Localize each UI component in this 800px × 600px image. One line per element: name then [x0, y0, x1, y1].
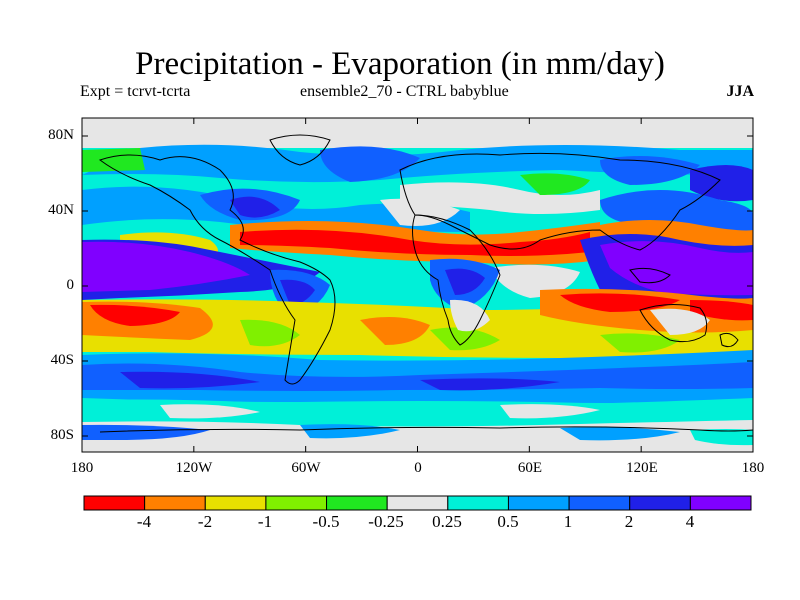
colorbar: [83, 495, 752, 511]
colorbar-label: -4: [136, 512, 152, 531]
lon-label-60w: 60W: [291, 460, 321, 476]
lon-label-0: 0: [414, 460, 422, 476]
colorbar-label: 0.25: [432, 512, 462, 531]
colorbar-swatch: [568, 495, 631, 511]
colorbar-label: 2: [624, 512, 634, 531]
colorbar-swatch: [689, 495, 752, 511]
colorbar-swatch: [507, 495, 570, 511]
colorbar-swatch: [629, 495, 691, 511]
lat-label-80n: 80N: [48, 127, 74, 143]
ensemble-label: ensemble2_70 - CTRL babyblue: [300, 83, 509, 100]
experiment-label: Expt = tcrvt-tcrta: [80, 83, 191, 100]
colorbar-label: -0.25: [368, 512, 404, 531]
colorbar-swatch: [447, 495, 509, 511]
map-title: Precipitation - Evaporation (in mm/day): [135, 46, 665, 82]
lat-label-40s: 40S: [50, 352, 74, 368]
colorbar-label: -1: [257, 512, 273, 531]
lon-label-120w: 120W: [175, 460, 213, 476]
colorbar-swatch: [386, 495, 449, 511]
colorbar-label: -0.5: [312, 512, 340, 531]
colorbar-label: 0.5: [497, 512, 519, 531]
colorbar-label: -2: [197, 512, 213, 531]
lon-label-60e: 60E: [517, 460, 543, 476]
colorbar-swatch: [144, 495, 206, 511]
colorbar-label: 1: [563, 512, 573, 531]
colorbar-swatch: [204, 495, 267, 511]
colorbar-swatch: [83, 495, 146, 511]
lon-label-120e: 120E: [626, 460, 658, 476]
colorbar-swatch: [265, 495, 328, 511]
lat-label-80s: 80S: [50, 427, 74, 443]
lon-label-180e: 180: [741, 460, 765, 476]
lat-label-0: 0: [66, 277, 75, 293]
coastlines: [98, 134, 754, 433]
lon-label-180w: 180: [70, 460, 94, 476]
colorbar-label: 4: [685, 512, 695, 531]
season-label: JJA: [726, 83, 754, 100]
colorbar-swatch: [326, 495, 388, 511]
lat-label-40n: 40N: [48, 202, 74, 218]
axis-ticks: [81, 118, 754, 452]
